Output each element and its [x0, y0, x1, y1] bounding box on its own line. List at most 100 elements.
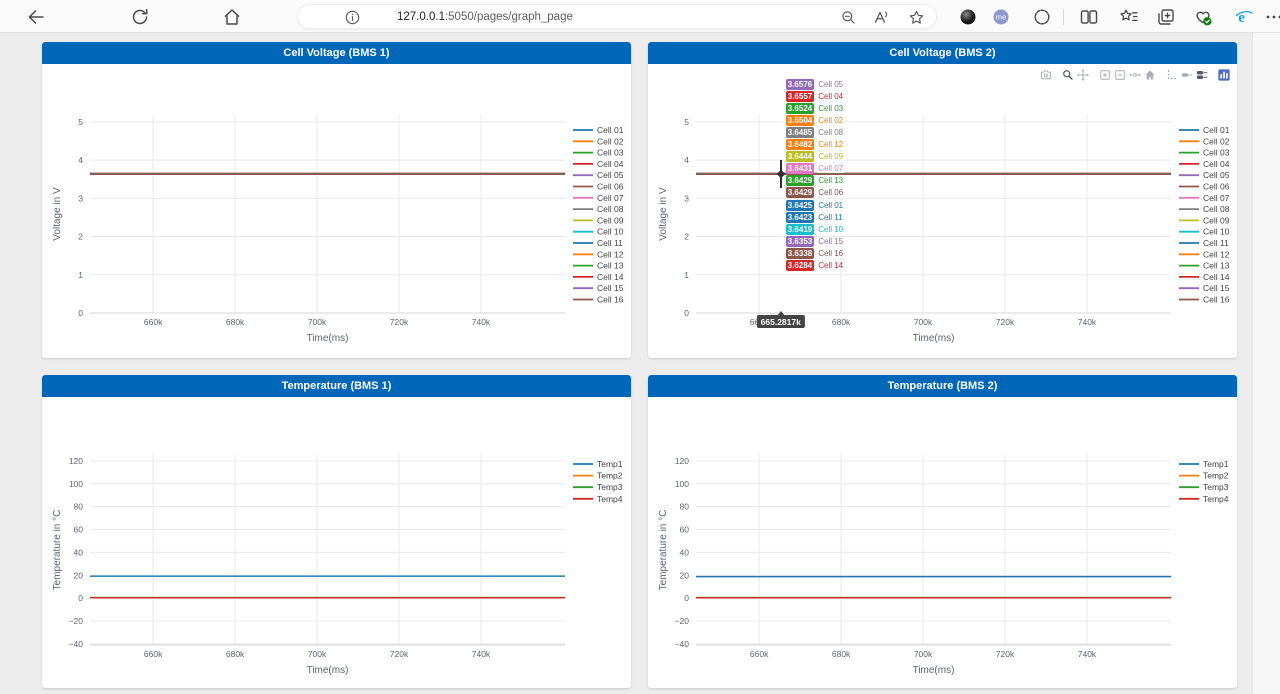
legend-item-cell-04[interactable]: Cell 04: [1179, 159, 1230, 169]
svg-text:Cell 09: Cell 09: [597, 215, 624, 225]
back-icon[interactable]: [26, 7, 46, 27]
legend-item-cell-12[interactable]: Cell 12: [573, 249, 624, 259]
svg-text:Cell 06: Cell 06: [597, 182, 624, 192]
legend-item-cell-08[interactable]: Cell 08: [1179, 204, 1230, 214]
svg-text:Temp4: Temp4: [1203, 494, 1229, 504]
svg-text:3: 3: [684, 193, 689, 203]
legend-item-cell-02[interactable]: Cell 02: [1179, 136, 1230, 146]
svg-text:20: 20: [680, 570, 690, 580]
svg-text:660k: 660k: [750, 317, 769, 327]
legend-item-cell-09[interactable]: Cell 09: [573, 215, 624, 225]
svg-text:660k: 660k: [750, 649, 769, 659]
legend-item-cell-01[interactable]: Cell 01: [1179, 125, 1230, 135]
legend-item-cell-09[interactable]: Cell 09: [1179, 215, 1230, 225]
svg-text:−20: −20: [69, 616, 84, 626]
legend-item-cell-02[interactable]: Cell 02: [573, 136, 624, 146]
site-info-icon[interactable]: [344, 9, 361, 26]
legend-item-cell-12[interactable]: Cell 12: [1179, 249, 1230, 259]
svg-text:720k: 720k: [996, 317, 1015, 327]
svg-text:Cell 04: Cell 04: [1203, 159, 1230, 169]
panel-temperature-bms2: Temperature (BMS 2) 660k 680k 700k 720k 740k…: [648, 375, 1237, 688]
home-icon[interactable]: [222, 7, 242, 27]
url-bar[interactable]: 127.0.0.1:5050/pages/graph_page: [297, 4, 937, 29]
read-aloud-icon[interactable]: [873, 9, 890, 26]
favorites-icon[interactable]: [1119, 7, 1139, 27]
svg-text:Cell 01: Cell 01: [597, 125, 624, 135]
data-lines: [90, 575, 565, 599]
extension-sphere-icon[interactable]: [958, 7, 978, 27]
data-lines: [90, 172, 565, 176]
legend-item-cell-08[interactable]: Cell 08: [573, 204, 624, 214]
svg-text:Cell 16: Cell 16: [597, 295, 624, 305]
legend-item-cell-05[interactable]: Cell 05: [1179, 170, 1230, 180]
panel-title: Temperature (BMS 2): [648, 375, 1237, 397]
collections-icon[interactable]: [1156, 7, 1176, 27]
legend-item-cell-16[interactable]: Cell 16: [573, 295, 624, 305]
legend-item-cell-15[interactable]: Cell 15: [1179, 283, 1230, 293]
legend-item-cell-03[interactable]: Cell 03: [1179, 148, 1230, 158]
svg-text:Cell 05: Cell 05: [1203, 170, 1230, 180]
legend-item-temp2[interactable]: Temp2: [573, 471, 623, 481]
split-screen-icon[interactable]: [1079, 7, 1099, 27]
cell-voltage-bms2-chart: 660k 680k 700k 720k 740k 0 1 2 3 4 5 Time(ms) Voltag…: [658, 115, 1230, 344]
refresh-icon[interactable]: [130, 7, 150, 27]
svg-text:700k: 700k: [914, 317, 933, 327]
legend-item-cell-04[interactable]: Cell 04: [573, 159, 624, 169]
legend-item-cell-05[interactable]: Cell 05: [573, 170, 624, 180]
legend-item-temp4[interactable]: Temp4: [573, 494, 623, 504]
legend-item-cell-01[interactable]: Cell 01: [573, 125, 624, 135]
badge-extension-icon[interactable]: [1032, 7, 1052, 27]
legend-item-cell-15[interactable]: Cell 15: [573, 283, 624, 293]
legend-item-cell-07[interactable]: Cell 07: [573, 193, 624, 203]
legend-item-temp1[interactable]: Temp1: [573, 459, 623, 469]
svg-text:me: me: [996, 13, 1006, 22]
zoom-icon[interactable]: [1060, 68, 1075, 81]
hover-closest-icon[interactable]: [1179, 68, 1194, 81]
legend-item-temp3[interactable]: Temp3: [1179, 482, 1229, 492]
legend-item-cell-10[interactable]: Cell 10: [1179, 227, 1230, 237]
pan-icon[interactable]: [1075, 68, 1090, 81]
axis-tick-labels: 660k 680k 700k 720k 740k −40 −20 0 20 40 60 80 100 12…: [675, 456, 1097, 659]
svg-text:720k: 720k: [390, 317, 409, 327]
legend-item-cell-10[interactable]: Cell 10: [573, 227, 624, 237]
zoom-in-icon[interactable]: [1097, 68, 1112, 81]
svg-text:700k: 700k: [914, 649, 933, 659]
hover-compare-icon[interactable]: [1194, 68, 1209, 81]
autoscale-icon[interactable]: [1127, 68, 1142, 81]
legend-item-cell-13[interactable]: Cell 13: [1179, 261, 1230, 271]
scrollbar-track[interactable]: [1252, 33, 1280, 694]
svg-text:Cell 14: Cell 14: [597, 272, 624, 282]
legend-item-cell-14[interactable]: Cell 14: [573, 272, 624, 282]
gridlines: [90, 115, 565, 314]
svg-text:4: 4: [78, 155, 83, 165]
legend-item-temp1[interactable]: Temp1: [1179, 459, 1229, 469]
axis-tick-labels: 660k 680k 700k 720k 740k 0 1 2 3 4 5: [684, 117, 1097, 327]
svg-text:100: 100: [675, 479, 689, 489]
browser-essentials-icon[interactable]: [1193, 7, 1213, 27]
legend-item-cell-16[interactable]: Cell 16: [1179, 295, 1230, 305]
reset-axes-icon[interactable]: [1142, 68, 1157, 81]
legend-item-cell-13[interactable]: Cell 13: [573, 261, 624, 271]
favorite-star-icon[interactable]: [908, 9, 925, 26]
settings-menu-icon[interactable]: [1264, 7, 1280, 27]
zoom-out-icon[interactable]: [1112, 68, 1127, 81]
legend-item-temp4[interactable]: Temp4: [1179, 494, 1229, 504]
legend-item-temp3[interactable]: Temp3: [573, 482, 623, 492]
toggle-spikelines-icon[interactable]: [1164, 68, 1179, 81]
plotly-logo-icon[interactable]: [1216, 68, 1231, 81]
legend-item-cell-11[interactable]: Cell 11: [573, 238, 623, 248]
legend-item-cell-11[interactable]: Cell 11: [1179, 238, 1229, 248]
zoom-page-icon[interactable]: [840, 9, 857, 26]
cell-voltage-bms1-chart: 660k 680k 700k 720k 740k 0 1 2 3 4 5 Time(ms) Voltag…: [52, 115, 624, 344]
legend-item-cell-06[interactable]: Cell 06: [573, 182, 624, 192]
me-extension-icon[interactable]: me: [991, 7, 1011, 27]
legend-item-cell-06[interactable]: Cell 06: [1179, 182, 1230, 192]
download-plot-icon[interactable]: [1038, 68, 1053, 81]
ie-mode-icon[interactable]: e: [1234, 7, 1254, 27]
legend-item-cell-03[interactable]: Cell 03: [573, 148, 624, 158]
legend-item-cell-14[interactable]: Cell 14: [1179, 272, 1230, 282]
legend-item-cell-07[interactable]: Cell 07: [1179, 193, 1230, 203]
legend-item-temp2[interactable]: Temp2: [1179, 471, 1229, 481]
